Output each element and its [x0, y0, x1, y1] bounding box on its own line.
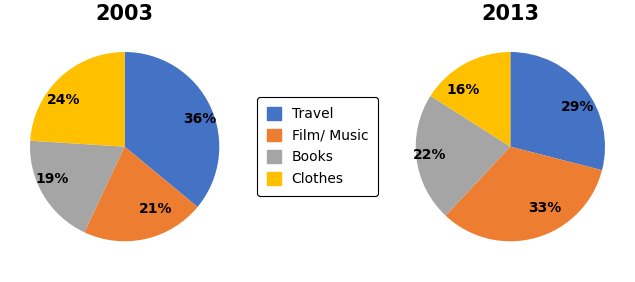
Wedge shape	[416, 96, 511, 216]
Legend: Travel, Film/ Music, Books, Clothes: Travel, Film/ Music, Books, Clothes	[257, 98, 378, 196]
Text: 21%: 21%	[138, 202, 172, 217]
Text: 33%: 33%	[528, 201, 561, 215]
Text: 22%: 22%	[413, 148, 446, 162]
Text: 29%: 29%	[561, 100, 594, 114]
Wedge shape	[124, 52, 219, 207]
Wedge shape	[511, 52, 605, 170]
Text: 24%: 24%	[47, 93, 81, 107]
Text: 16%: 16%	[446, 83, 479, 97]
Text: 36%: 36%	[183, 112, 216, 126]
Wedge shape	[446, 147, 602, 241]
Wedge shape	[30, 52, 124, 147]
Title: 2013: 2013	[481, 4, 539, 24]
Title: 2003: 2003	[96, 4, 154, 24]
Wedge shape	[84, 147, 197, 241]
Text: 19%: 19%	[36, 172, 69, 186]
Wedge shape	[431, 52, 511, 147]
Wedge shape	[30, 141, 124, 232]
